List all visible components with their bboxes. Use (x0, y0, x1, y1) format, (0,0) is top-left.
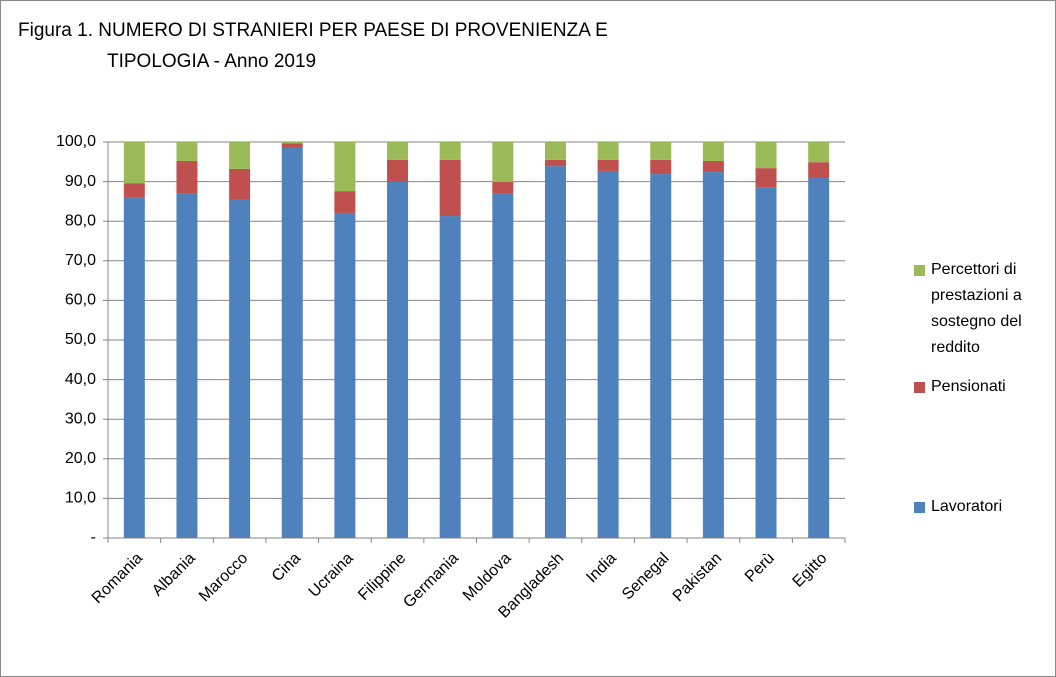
bar-segment (439, 142, 461, 160)
bar-segment (229, 199, 251, 539)
bar-segment (755, 168, 777, 188)
bar-segment (229, 142, 251, 169)
bar-segment (755, 142, 777, 169)
bar-segment (808, 142, 830, 163)
bar-segment (334, 212, 356, 538)
bar-segment (755, 187, 777, 539)
legend-label: Pensionati (931, 378, 1006, 395)
legend-swatch (914, 265, 925, 276)
y-tick-label: 40,0 (65, 371, 96, 388)
bar-segment (334, 191, 356, 213)
y-tick-label: 70,0 (65, 252, 96, 269)
bar-segment (229, 168, 251, 200)
bar-segment (176, 142, 198, 162)
bar-segment (650, 174, 672, 539)
bar-segment (544, 166, 566, 538)
y-tick-label: 90,0 (65, 173, 96, 190)
bar-segment (702, 161, 724, 173)
bar-segment (544, 142, 566, 160)
y-tick-label: 20,0 (65, 450, 96, 467)
legend-swatch (914, 382, 925, 393)
legend-swatch (914, 502, 925, 513)
chart-title: TIPOLOGIA - Anno 2019 (107, 51, 316, 72)
bar-segment (597, 142, 619, 160)
y-tick-label: 30,0 (65, 410, 96, 427)
bar-segment (123, 197, 145, 538)
chart-title: Figura 1. NUMERO DI STRANIERI PER PAESE … (18, 20, 608, 41)
bar-segment (439, 159, 461, 217)
bar-segment (650, 142, 672, 160)
y-tick-label: 100,0 (56, 133, 96, 150)
bar-segment (808, 178, 830, 538)
bar-segment (808, 162, 830, 179)
bar-segment (702, 142, 724, 162)
y-tick-label: 50,0 (65, 331, 96, 348)
bar-segment (492, 193, 514, 539)
y-tick-label: 80,0 (65, 212, 96, 229)
bar-segment (492, 142, 514, 182)
bar-segment (387, 142, 409, 160)
bar-segment (123, 183, 145, 198)
y-tick-label: 60,0 (65, 292, 96, 309)
bar-segment (387, 181, 409, 538)
bar-segment (387, 159, 409, 182)
bar-segment (702, 172, 724, 538)
bar-segment (176, 161, 198, 194)
y-tick-label: - (91, 529, 96, 546)
bar-segment (650, 159, 672, 175)
bar-segment (597, 159, 619, 171)
legend-label: Lavoratori (931, 498, 1002, 515)
y-tick-label: 10,0 (65, 490, 96, 507)
legend-label: Percettori di prestazioni a sostegno del re… (931, 261, 1022, 356)
bar-segment (123, 142, 145, 184)
bar-segment (334, 142, 356, 192)
bar-segment (176, 193, 198, 539)
bar-segment (439, 216, 461, 538)
bar-segment (281, 147, 303, 538)
bar-segment (281, 142, 303, 144)
bar-segment (281, 143, 303, 148)
bar-segment (544, 159, 566, 167)
bar-segment (597, 170, 619, 538)
bar-segment (492, 181, 514, 194)
